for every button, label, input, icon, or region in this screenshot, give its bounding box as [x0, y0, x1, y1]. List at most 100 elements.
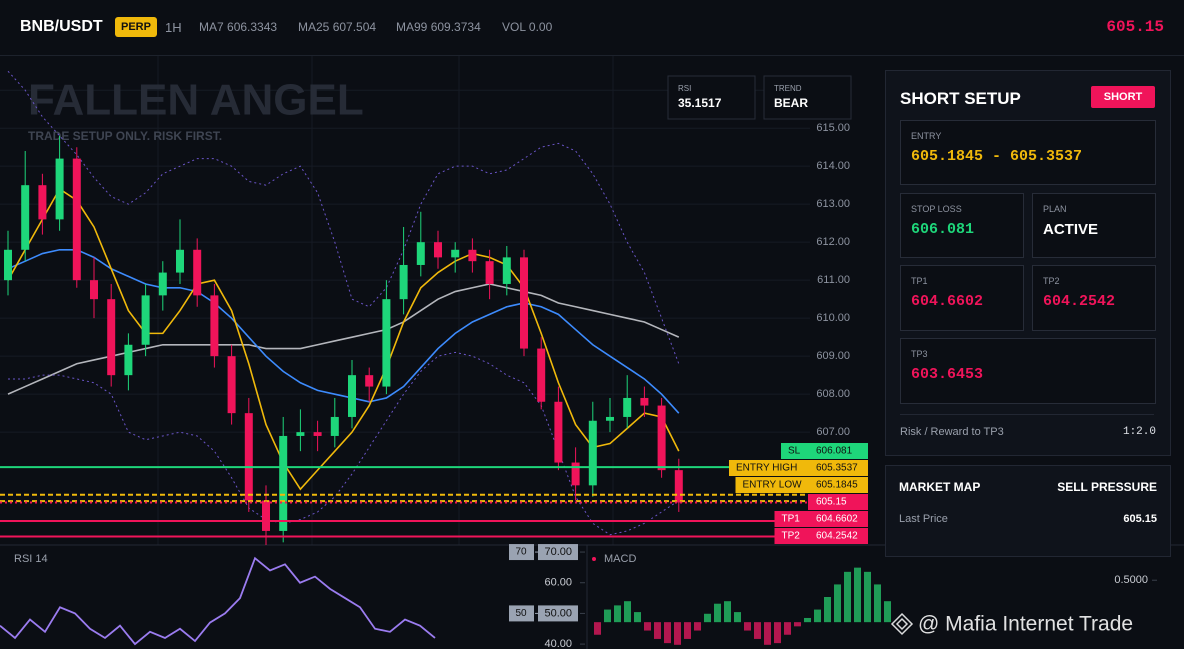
- level-tag: [774, 528, 868, 544]
- candle-body: [158, 272, 167, 296]
- histogram-bar: [744, 622, 751, 631]
- candle-body: [330, 416, 339, 436]
- subtitle: TRADE SETUP ONLY. RISK FIRST.: [28, 129, 222, 143]
- watermark-logo: [890, 612, 914, 636]
- lower-panels-bg: [0, 545, 1184, 649]
- y-tick-label: 607.00: [816, 426, 850, 438]
- histogram-bar: [784, 622, 791, 635]
- band-line: [7, 70, 680, 364]
- candle-body: [313, 432, 322, 436]
- last-price: 605.15: [1106, 18, 1164, 36]
- candle-body: [382, 299, 391, 387]
- plan-box: PLAN ACTIVE: [1032, 193, 1156, 258]
- plot-clip: [4, 70, 683, 545]
- tp-box: TP1 604.6602: [900, 265, 1024, 331]
- field-value: 605.1845 - 605.3537: [911, 148, 1083, 165]
- level-value: 604.6602: [816, 514, 858, 525]
- candle-body: [365, 375, 374, 387]
- histogram-bar: [824, 597, 831, 623]
- candle-body: [571, 462, 580, 486]
- histogram-bar: [604, 609, 611, 623]
- setup-panel: SHORT SETUP SHORT ENTRY 605.1845 - 605.35…: [885, 70, 1171, 456]
- indicator-value: BEAR: [774, 96, 808, 110]
- level-name: SL: [788, 446, 801, 457]
- y-tick-label: 609.00: [816, 350, 850, 362]
- ma-line: [7, 187, 680, 491]
- histogram-bar: [774, 622, 781, 644]
- field-value: 603.6453: [911, 366, 984, 383]
- level-value: 605.1845: [816, 480, 858, 491]
- candle-body: [640, 397, 649, 406]
- ma-line: [7, 248, 680, 414]
- histogram-bar: [624, 601, 631, 623]
- panel-title: SHORT SETUP: [900, 89, 1021, 108]
- histogram-bar: [614, 605, 621, 623]
- candle-body: [520, 257, 528, 349]
- candle-body: [657, 405, 666, 471]
- vertical-grid: [157, 56, 614, 545]
- stat-label: VOL: [502, 20, 526, 34]
- level-name: ENTRY HIGH: [736, 463, 797, 474]
- field-label: ENTRY: [911, 131, 942, 141]
- candle-body: [399, 264, 408, 300]
- indicator-box: [667, 75, 756, 120]
- level-tag: [781, 443, 868, 459]
- y-tick-label: 612.00: [816, 236, 850, 248]
- stat-label: MA99: [396, 20, 428, 34]
- y-tick-label: 40.00: [544, 638, 572, 649]
- level-value: 606.081: [816, 446, 853, 457]
- stat-value: 607.504: [332, 20, 377, 34]
- field-value: 604.6602: [911, 293, 984, 310]
- field-label: TP3: [911, 349, 928, 359]
- candle-body: [416, 242, 425, 265]
- field-label: TP1: [911, 276, 928, 286]
- y-tick-label: 50.00: [544, 607, 572, 619]
- y-tick-label: 611.00: [817, 274, 850, 286]
- histogram-bar: [674, 622, 681, 645]
- histogram-bar: [734, 612, 741, 623]
- histogram-bar: [804, 617, 811, 623]
- level-tag: [774, 511, 868, 527]
- y-tick-label: 613.00: [816, 198, 850, 210]
- candle-body: [124, 344, 133, 376]
- indicator-label: TREND: [774, 84, 802, 93]
- level-value: 605.3537: [816, 463, 858, 474]
- histogram-bar: [694, 622, 701, 631]
- candle-body: [674, 470, 683, 503]
- interval[interactable]: 1H: [165, 20, 182, 35]
- candle-body: [210, 295, 219, 357]
- map-status: SELL PRESSURE: [1057, 480, 1157, 494]
- watermark: FALLEN ANGEL: [28, 76, 364, 125]
- histogram-bar: [684, 622, 691, 639]
- tick-box: [538, 605, 578, 622]
- indicator-label: RSI: [678, 84, 691, 93]
- histogram-bar: [874, 584, 881, 623]
- symbol: BNB/USDT: [20, 18, 103, 35]
- histogram-bar: [844, 571, 851, 623]
- level-badge: [509, 544, 534, 561]
- level-tag: [729, 460, 868, 476]
- stat: MA25 607.504: [298, 20, 376, 34]
- candle-body: [485, 261, 494, 284]
- candle-body: [588, 420, 597, 486]
- histogram-bar: [664, 622, 671, 644]
- histogram-bar: [654, 622, 661, 639]
- histogram-bar: [724, 601, 731, 623]
- rr-value: 1:2.0: [1122, 426, 1156, 438]
- level-value: 605.15: [816, 497, 847, 508]
- candle-body: [38, 185, 47, 220]
- ma-line: [7, 283, 680, 395]
- tick-box: [538, 544, 578, 561]
- candle-body: [502, 257, 511, 284]
- stat: MA7 606.3343: [199, 20, 277, 34]
- candle-body: [141, 295, 150, 345]
- rsi-line: [0, 556, 436, 646]
- stat-value: 609.3734: [430, 20, 481, 34]
- field-value: ACTIVE: [1043, 221, 1099, 238]
- map-title: MARKET MAP: [899, 480, 981, 494]
- histogram-bar: [704, 613, 711, 623]
- candle-body: [348, 375, 356, 417]
- stat-value: 606.3343: [227, 20, 278, 34]
